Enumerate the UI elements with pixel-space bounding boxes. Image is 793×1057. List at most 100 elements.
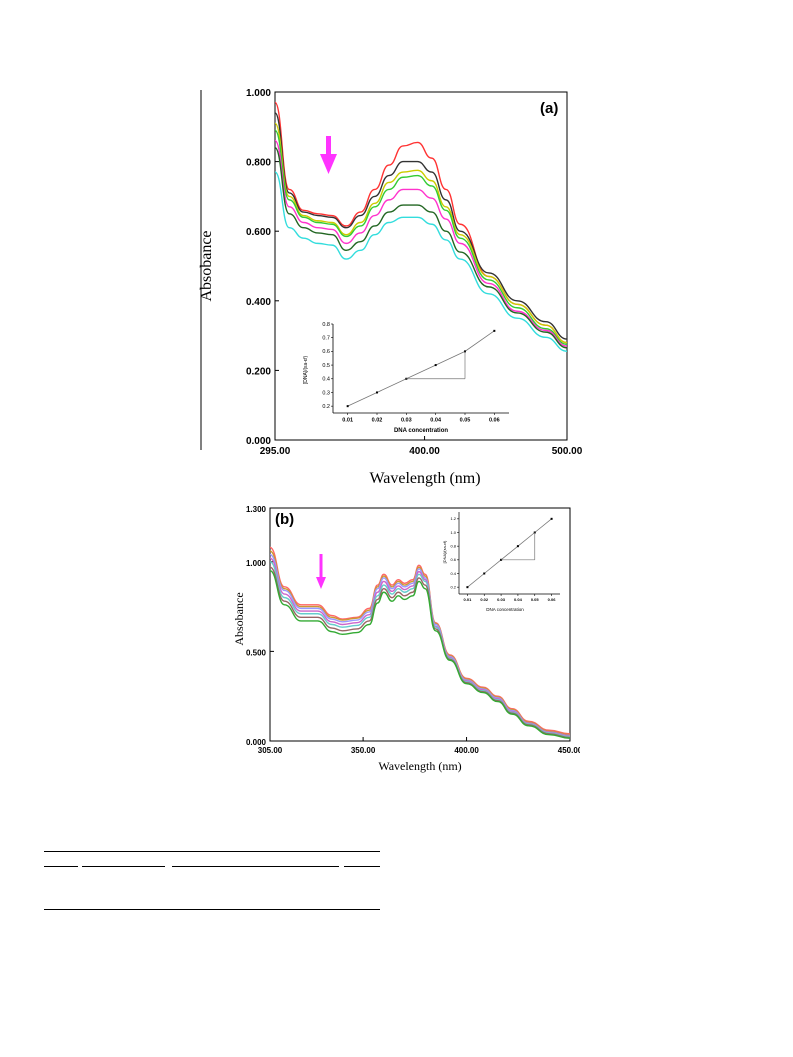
series-line-4 bbox=[274, 129, 568, 345]
inset-x-tick-label: 0.06 bbox=[489, 418, 500, 424]
inset-y-label: [DNA]/(εa-εf) bbox=[442, 540, 447, 563]
arrow-icon bbox=[316, 554, 326, 589]
inset-slope-guide bbox=[501, 532, 536, 561]
inset-chart: 0.20.30.40.50.60.70.8 0.01 0.02 0.03 0.04 0.… bbox=[303, 322, 509, 434]
series-line-1 bbox=[269, 546, 571, 735]
y-tick-label: 0.200 bbox=[246, 366, 271, 377]
inset-point bbox=[516, 545, 519, 548]
inset-x-label: DNA concentration bbox=[394, 428, 448, 434]
inset-y-tick-label: 0.5 bbox=[322, 363, 330, 369]
inset-y-ticks: 0.2 0.4 0.6 0.8 1.0 1.2 bbox=[450, 516, 459, 590]
series-line-7 bbox=[274, 171, 568, 352]
inset-fit-line bbox=[346, 329, 496, 408]
inset-x-tick-label: 0.02 bbox=[480, 597, 489, 602]
table-bottom-rule bbox=[44, 909, 380, 910]
y-axis-label: Absobance bbox=[198, 230, 215, 301]
chart-b: 0.000 0.500 1.000 1.300 305.00 350.00 400.00 4… bbox=[232, 505, 580, 773]
y-axis-ticks: 0.000 0.200 0.400 0.600 0.800 1.000 bbox=[246, 88, 279, 447]
inset-x-tick-label: 0.06 bbox=[548, 597, 557, 602]
series-lines bbox=[274, 101, 568, 352]
series-line-4 bbox=[269, 557, 571, 737]
inset-y-tick-label: 1.0 bbox=[450, 530, 456, 535]
inset-y-tick-label: 0.6 bbox=[322, 349, 330, 355]
y-tick-label: 1.000 bbox=[246, 559, 267, 568]
inset-point bbox=[376, 391, 378, 394]
inset-y-tick-label: 0.4 bbox=[322, 377, 330, 383]
x-axis-label: Wavelength (nm) bbox=[369, 470, 480, 487]
table-header-rule-4 bbox=[344, 866, 380, 867]
inset-x-label: DNA concentration bbox=[486, 607, 524, 612]
series-line-2 bbox=[274, 112, 568, 340]
inset-line bbox=[467, 518, 552, 588]
series-line-5 bbox=[269, 561, 571, 738]
arrow-icon bbox=[320, 136, 337, 174]
y-tick-label: 0.000 bbox=[246, 738, 267, 747]
y-tick-label: 0.000 bbox=[246, 436, 271, 447]
inset-x-ticks: 0.01 0.02 0.03 0.04 0.05 0.06 bbox=[464, 594, 557, 602]
inset-point bbox=[493, 329, 496, 332]
inset-x-tick-label: 0.04 bbox=[514, 597, 523, 602]
inset-y-tick-label: 0.2 bbox=[450, 585, 456, 590]
x-axis-ticks: 295.00 400.00 500.00 bbox=[260, 436, 583, 457]
table-header-rule-2 bbox=[82, 866, 165, 867]
inset-x-tick-label: 0.01 bbox=[464, 597, 473, 602]
inset-point bbox=[483, 572, 486, 575]
inset-x-tick-label: 0.02 bbox=[372, 418, 383, 424]
series-line-5 bbox=[274, 140, 568, 347]
inset-point bbox=[405, 377, 408, 380]
y-tick-label: 0.500 bbox=[246, 648, 267, 657]
inset-point bbox=[466, 586, 469, 589]
y-tick-label: 1.000 bbox=[246, 88, 271, 99]
x-axis-label: Wavelength (nm) bbox=[378, 759, 461, 773]
inset-line bbox=[347, 330, 495, 407]
inset-fit-line bbox=[466, 517, 553, 589]
inset-y-tick-label: 1.2 bbox=[450, 516, 456, 521]
chart-a: 0.000 0.200 0.400 0.600 0.800 1.000 295.00 400… bbox=[198, 88, 583, 487]
inset-y-tick-label: 0.2 bbox=[322, 404, 330, 410]
x-axis-ticks: 305.00 350.00 400.00 450.00 bbox=[258, 737, 580, 755]
series-line-3 bbox=[269, 553, 571, 737]
x-tick-label: 400.00 bbox=[454, 746, 479, 755]
series-line-7 bbox=[269, 570, 571, 740]
x-tick-label: 295.00 bbox=[260, 446, 291, 457]
inset-y-tick-label: 0.7 bbox=[322, 336, 330, 342]
series-line-6 bbox=[274, 146, 568, 349]
series-line-2 bbox=[269, 550, 571, 736]
table-header-rule-1 bbox=[44, 866, 78, 867]
panel-label: (a) bbox=[540, 100, 558, 117]
y-tick-label: 0.400 bbox=[246, 297, 271, 308]
x-tick-label: 305.00 bbox=[258, 746, 283, 755]
inset-chart: 0.20.40.60.81.01.2 0.01 0.02 0.03 0.04 0.05 0… bbox=[442, 512, 560, 612]
table-header-rule-3 bbox=[172, 866, 339, 867]
inset-point bbox=[550, 517, 553, 520]
inset-x-tick-label: 0.05 bbox=[531, 597, 540, 602]
x-tick-label: 400.00 bbox=[409, 446, 440, 457]
plot-frame bbox=[269, 507, 571, 742]
y-tick-label: 0.800 bbox=[246, 158, 271, 169]
inset-y-tick-label: 0.3 bbox=[322, 390, 330, 396]
inset-x-tick-label: 0.03 bbox=[497, 597, 506, 602]
inset-slope-guide bbox=[406, 351, 466, 380]
inset-x-tick-label: 0.04 bbox=[430, 418, 442, 424]
inset-x-ticks: 0.01 0.02 0.03 0.04 0.05 0.06 bbox=[342, 413, 500, 424]
series-line-6 bbox=[269, 566, 571, 739]
inset-x-tick-label: 0.01 bbox=[342, 418, 353, 424]
table-top-rule bbox=[44, 851, 380, 852]
inset-y-tick-label: 0.8 bbox=[450, 544, 456, 549]
plot-frame bbox=[274, 91, 568, 441]
inset-y-tick-label: 0.6 bbox=[450, 557, 456, 562]
inset-x-tick-label: 0.05 bbox=[460, 418, 471, 424]
series-lines bbox=[269, 546, 571, 740]
x-tick-label: 500.00 bbox=[552, 446, 583, 457]
inset-y-label: [DNA]/(εa-εf) bbox=[303, 355, 309, 384]
panel-label: (b) bbox=[275, 511, 294, 528]
inset-y-tick-label: 0.4 bbox=[450, 571, 456, 576]
inset-x-tick-label: 0.03 bbox=[401, 418, 412, 424]
x-tick-label: 350.00 bbox=[351, 746, 376, 755]
x-tick-label: 450.00 bbox=[558, 746, 580, 755]
inset-point bbox=[346, 405, 349, 408]
series-line-3 bbox=[274, 122, 568, 344]
y-tick-label: 0.600 bbox=[246, 227, 271, 238]
inset-y-tick-label: 0.8 bbox=[322, 322, 330, 328]
inset-point bbox=[434, 364, 437, 367]
